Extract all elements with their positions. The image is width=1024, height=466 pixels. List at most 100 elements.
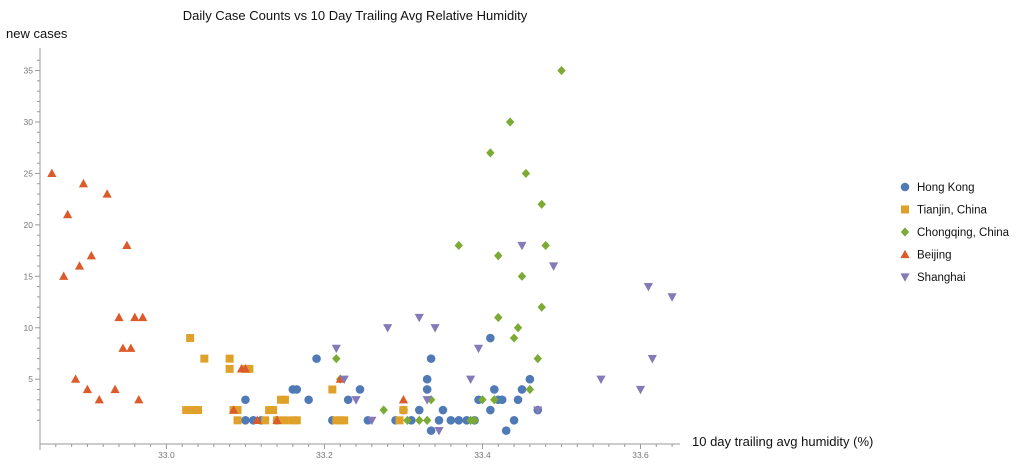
data-point-chongqing-china	[521, 168, 531, 179]
data-point-shanghai	[430, 324, 440, 333]
data-point-shanghai	[548, 262, 559, 271]
data-point-chongqing-china	[509, 333, 519, 343]
data-point-beijing	[63, 209, 73, 219]
data-point-chongqing-china	[537, 302, 546, 312]
data-point-chongqing-china	[454, 240, 463, 251]
data-point-shanghai	[331, 344, 341, 354]
x-tick-label: 33.2	[316, 450, 333, 460]
data-point-beijing	[398, 394, 409, 404]
legend-label-tianjin-china: Tianjin, China	[917, 205, 987, 217]
data-point-shanghai	[473, 344, 484, 354]
data-point-tianjin-china	[328, 385, 337, 394]
data-point-hong-kong	[343, 395, 353, 405]
x-tick-label: 33.4	[474, 450, 491, 460]
data-point-shanghai	[383, 324, 393, 333]
data-point-hong-kong	[486, 333, 495, 343]
data-point-tianjin-china	[186, 334, 195, 343]
data-point-chongqing-china	[533, 354, 542, 364]
data-point-beijing	[114, 312, 124, 322]
data-point-hong-kong	[446, 416, 456, 425]
data-point-tianjin-china	[194, 406, 203, 415]
data-point-shanghai	[351, 396, 361, 405]
y-tick-label: 20	[24, 220, 34, 230]
data-point-hong-kong	[517, 385, 527, 394]
data-point-chongqing-china	[517, 271, 527, 281]
x-axis-label: 10 day trailing avg humidity (%)	[692, 434, 873, 449]
legend-label-hong-kong: Hong Kong	[917, 182, 975, 194]
data-point-tianjin-china	[182, 406, 191, 415]
data-point-chongqing-china	[379, 405, 388, 415]
data-point-tianjin-china	[280, 416, 289, 425]
legend-label-shanghai: Shanghai	[917, 272, 966, 284]
legend-marker-chongqing-china	[900, 227, 910, 237]
data-point-hong-kong	[426, 426, 436, 435]
data-point-tianjin-china	[280, 395, 289, 404]
data-point-hong-kong	[355, 385, 365, 394]
data-point-shanghai	[414, 313, 424, 323]
y-tick-label: 10	[24, 323, 34, 333]
data-point-shanghai	[339, 375, 349, 384]
data-point-shanghai	[647, 355, 657, 364]
y-axis-label: new cases	[6, 26, 68, 41]
data-point-tianjin-china	[399, 406, 408, 415]
axes: 33.0 33.2 33.4 33.6 5 10 15 20 25 30 35	[24, 48, 680, 460]
data-point-shanghai	[596, 375, 606, 384]
data-point-shanghai	[367, 416, 377, 426]
data-point-beijing	[47, 168, 57, 178]
data-point-tianjin-china	[225, 364, 234, 373]
data-point-beijing	[122, 240, 132, 250]
data-point-chongqing-china	[470, 415, 479, 425]
data-point-tianjin-china	[233, 406, 242, 415]
data-point-beijing	[130, 312, 140, 322]
data-point-hong-kong	[312, 354, 321, 363]
data-point-chongqing-china	[513, 323, 523, 333]
data-point-beijing	[74, 261, 85, 270]
data-point-tianjin-china	[340, 416, 349, 425]
data-point-chongqing-china	[541, 240, 550, 251]
data-point-chongqing-china	[494, 251, 503, 261]
data-point-chongqing-china	[505, 117, 515, 127]
data-point-tianjin-china	[269, 406, 278, 415]
data-point-beijing	[59, 271, 69, 280]
data-point-hong-kong	[434, 416, 444, 425]
data-point-beijing	[138, 312, 148, 322]
chart-title: Daily Case Counts vs 10 Day Trailing Avg…	[183, 8, 528, 23]
data-point-hong-kong	[422, 385, 432, 394]
data-point-hong-kong	[525, 374, 535, 384]
data-point-tianjin-china	[261, 416, 270, 425]
data-point-shanghai	[533, 406, 543, 415]
data-point-chongqing-china	[332, 354, 341, 364]
data-point-chongqing-china	[486, 148, 495, 158]
data-point-chongqing-china	[525, 384, 535, 395]
data-point-beijing	[272, 415, 282, 424]
y-tick-label: 30	[24, 117, 34, 127]
data-point-hong-kong	[426, 354, 436, 363]
data-point-chongqing-china	[403, 415, 412, 425]
data-point-hong-kong	[509, 416, 519, 425]
data-point-chongqing-china	[494, 312, 503, 323]
data-point-hong-kong	[513, 395, 523, 405]
data-point-hong-kong	[241, 416, 250, 425]
data-point-tianjin-china	[245, 364, 254, 373]
data-point-hong-kong	[414, 405, 424, 415]
data-point-tianjin-china	[395, 416, 404, 425]
y-tick-label: 25	[24, 168, 34, 178]
data-point-hong-kong	[454, 416, 464, 425]
data-point-beijing	[102, 189, 112, 198]
data-point-beijing	[82, 384, 93, 394]
x-tick-label: 33.6	[632, 450, 649, 460]
data-points	[47, 65, 677, 436]
data-point-hong-kong	[486, 405, 495, 415]
data-point-tianjin-china	[292, 416, 301, 425]
data-point-shanghai	[667, 293, 677, 302]
legend-marker-beijing	[900, 249, 910, 259]
legend-marker-hong-kong	[900, 182, 910, 192]
data-point-hong-kong	[497, 395, 507, 405]
data-point-hong-kong	[501, 426, 511, 435]
data-point-hong-kong	[422, 374, 432, 384]
data-point-beijing	[110, 384, 120, 394]
data-point-beijing	[94, 394, 104, 404]
data-point-hong-kong	[304, 395, 313, 405]
data-point-tianjin-china	[225, 354, 234, 363]
data-point-shanghai	[517, 241, 527, 251]
